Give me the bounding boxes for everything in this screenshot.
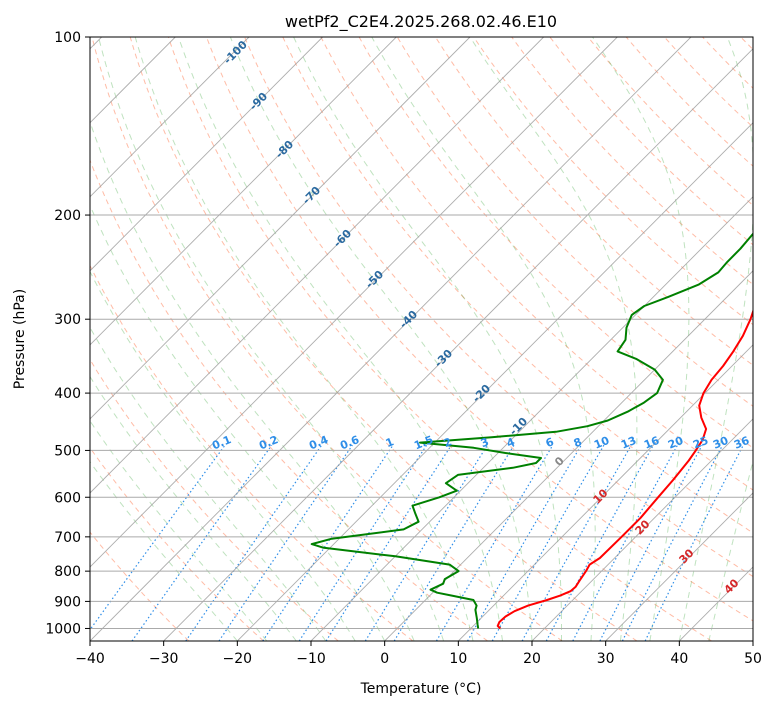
moist-adiabat [371,37,596,641]
mixing-ratio-label: 16 [642,434,661,452]
isotherm [90,37,692,641]
sounding-profiles [310,232,753,630]
isotherm [458,344,753,641]
y-tick-label: 1000 [45,621,81,637]
mixing-ratio-line [621,444,724,641]
y-tick-label: 100 [54,30,81,46]
x-tick-label: 20 [523,651,541,667]
dry-adiabat [473,37,753,326]
mixing-ratio-line [185,444,323,641]
x-axis: −40 −30 −20 −10 0 10 20 30 40 50 [75,641,762,667]
dry-adiabat [91,37,563,641]
isotherm [90,37,397,346]
background-lines [90,37,753,641]
temperature-profile [496,308,753,630]
dry-adiabat [90,531,190,641]
isotherm [237,122,753,641]
dry-adiabat [90,358,339,641]
isotherm [605,492,753,641]
isotherm [90,37,250,198]
mixing-ratio-label: 36 [732,434,751,452]
dry-adiabat [396,37,753,407]
mixing-ratio-line [599,444,703,641]
mixing-ratio-label: 13 [619,434,638,452]
y-axis: 100 200 300 400 500 600 700 800 900 1000 [45,30,90,637]
dry-adiabat [167,37,712,641]
x-tick-label: 0 [380,651,389,667]
dry-adiabat [244,37,753,578]
y-tick-label: 300 [54,312,81,328]
isotherm [90,37,323,272]
mixing-ratio-label: 8 [572,435,584,450]
x-tick-label: 40 [670,651,688,667]
mixing-ratio-label: 10 [592,434,611,452]
moist-adiabat [98,37,445,641]
x-tick-label: −40 [75,651,105,667]
moist-adiabat [90,120,415,641]
plot-frame [89,36,754,642]
moist-adiabat [469,37,638,641]
isotherm [310,196,753,641]
mixing-ratio-label: 30 [711,434,730,452]
mixing-ratio-label: 20 [666,434,685,452]
isotherm [90,37,471,420]
mixing-ratio-label: 2 [442,435,454,450]
mixing-ratio-label: 25 [691,434,710,452]
y-tick-label: 800 [54,564,81,580]
moist-adiabat [592,37,690,641]
mixing-ratio-label: 1 [384,435,396,450]
isotherm [752,640,753,641]
y-tick-label: 700 [54,530,81,546]
x-tick-label: 50 [744,651,762,667]
x-tick-label: −30 [149,651,179,667]
moist-adiabat [293,37,562,641]
moist-adiabat [90,326,327,641]
isotherm [90,37,618,568]
y-tick-label: 500 [54,443,81,459]
y-tick-label: 600 [54,490,81,506]
moist-adiabat [708,459,753,641]
mixing-ratio-label: 3 [479,435,491,450]
dry-adiabat [129,37,638,641]
isotherm [163,48,753,641]
x-tick-label: −20 [223,651,253,667]
x-tick-label: 10 [449,651,467,667]
moist-adiabat [134,37,474,641]
plot-background [90,37,753,641]
mixing-ratio-line [218,444,353,641]
chart-title: wetPf2_C2E4.2025.268.02.46.E10 [285,12,557,32]
moist-adiabat [90,460,238,641]
y-tick-label: 200 [54,208,81,224]
y-axis-label: Pressure (hPa) [12,289,28,389]
y-tick-label: 400 [54,386,81,402]
dewpoint-profile [310,232,753,629]
mixing-ratio-line [262,444,394,641]
mixing-ratio-line [644,444,744,641]
x-tick-label: 30 [597,651,615,667]
moist-adiabat [90,204,386,641]
mixing-ratio-line [393,444,515,641]
mixing-ratio-line [325,444,452,641]
mixing-ratio-line [364,444,489,641]
moist-adiabat [678,37,753,641]
isotherm [90,37,544,494]
mixing-ratio-line [131,444,273,641]
isotherm [384,270,753,641]
dry-adiabat [358,37,753,449]
moist-adiabat [90,270,356,641]
dry-adiabat [206,37,753,622]
mixing-ratio-line [298,444,428,641]
moist-adiabat [90,420,268,641]
x-tick-label: −10 [296,651,326,667]
moist-adiabat [90,375,297,641]
dry-adiabat [90,158,488,641]
mixing-ratio-line [435,444,554,641]
dry-adiabat [511,37,753,286]
mixing-ratio-line [521,444,632,641]
isobar-grid [90,37,753,629]
isotherm [531,418,753,641]
x-axis-label: Temperature (°C) [360,681,482,697]
y-tick-label: 900 [54,594,81,610]
